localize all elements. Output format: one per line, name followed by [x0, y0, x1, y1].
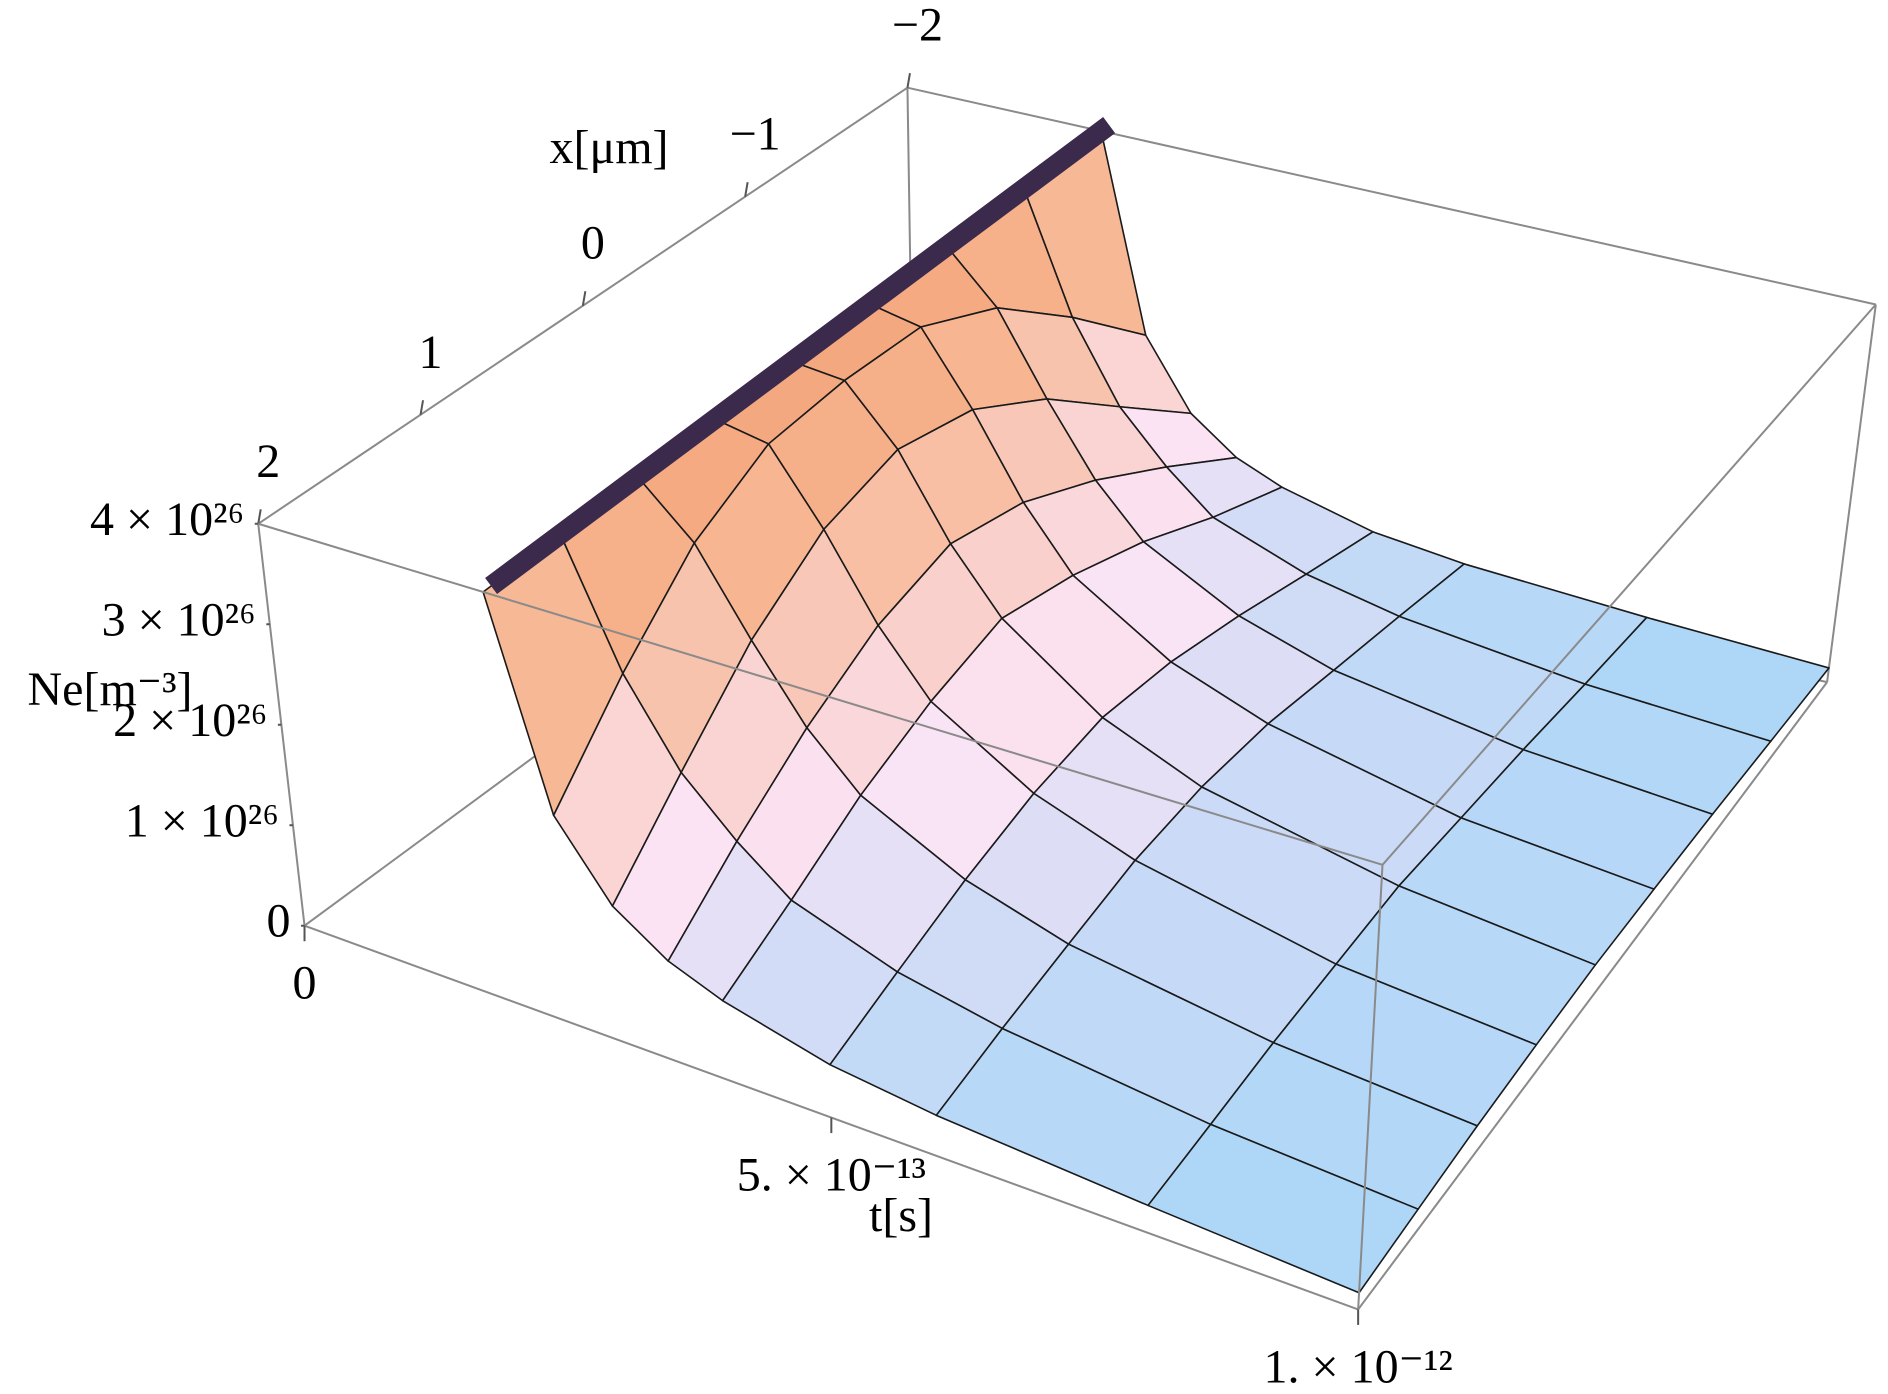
box-edge: [1826, 304, 1877, 683]
z-axis-label: Ne[m⁻³]: [28, 663, 193, 716]
box-edge: [1381, 303, 1877, 866]
t-tick-label: 0: [293, 957, 317, 1010]
x-tick: [906, 73, 911, 88]
x-tick-label: −1: [730, 108, 781, 161]
z-tick-label: 4 × 10²⁶: [90, 493, 244, 546]
box-edge: [1357, 864, 1384, 1310]
box-edge: [257, 523, 306, 926]
box-edge: [907, 86, 1877, 306]
x-tick-label: 0: [581, 217, 605, 270]
surface-cap: [485, 117, 1116, 594]
x-tick: [257, 509, 262, 524]
z-tick-label: 3 × 10²⁶: [102, 593, 256, 646]
box-front: [257, 303, 1877, 1310]
z-tick-label: 0: [267, 895, 291, 948]
x-tick: [419, 400, 425, 415]
z-tick-label: 2 × 10²⁶: [113, 694, 267, 747]
x-tick: [744, 182, 749, 197]
x-tick-label: −2: [892, 0, 943, 52]
z-tick-label: 1 × 10²⁶: [125, 794, 279, 847]
box-edge: [257, 522, 1383, 866]
x-tick-label: 1: [419, 326, 443, 379]
box-edge: [1357, 681, 1828, 1311]
t-tick-label: 1. × 10⁻¹²: [1264, 1340, 1453, 1393]
x-tick-label: 2: [256, 435, 280, 488]
surface: [482, 117, 1830, 1294]
x-axis-label: x[μm]: [549, 121, 668, 174]
x-tick: [581, 291, 587, 306]
t-axis-label: t[s]: [869, 1189, 933, 1242]
t-tick-label: 5. × 10⁻¹³: [737, 1149, 926, 1202]
